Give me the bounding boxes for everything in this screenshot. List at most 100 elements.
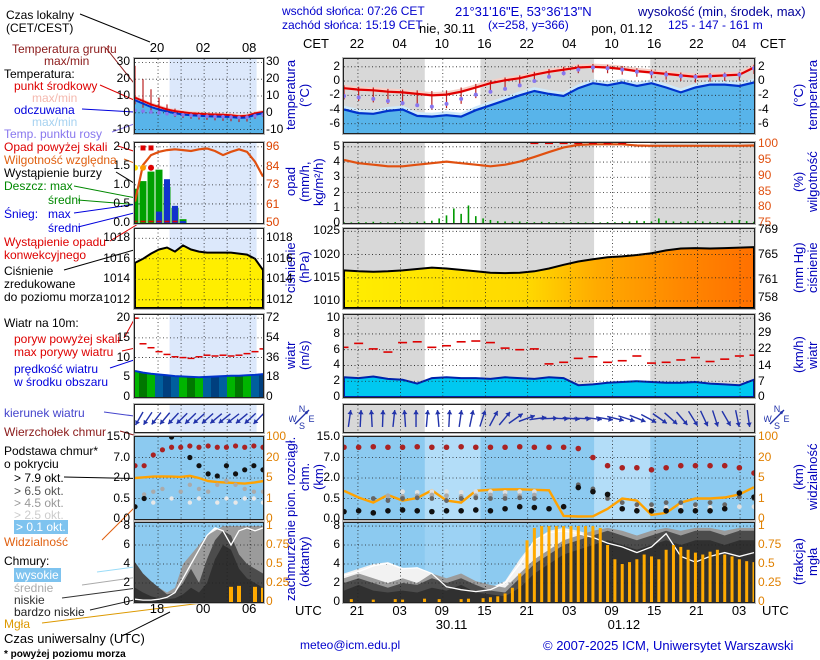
sidebar-label-cet-cest: (CET/CEST) [6,21,74,35]
axis-tick-m7: 0.25 [266,575,290,589]
sidebar-label-snieg: Śnieg: [4,207,39,221]
axis-tick-p2: 1 [333,199,340,214]
panel-temperature-main [343,58,755,134]
axis-tick-m3: 1012 [103,291,130,306]
axis-tick-m2: 0.0 [113,215,130,229]
time-tick: 21 [349,603,365,618]
svg-text:W: W [764,414,772,424]
axis-tick-m6: 2.0 [113,470,130,484]
axis-title-p7: (frakcja) mgła [791,538,820,585]
time-tick: 21 [519,603,534,618]
axis-tick-p1: 2 [333,58,340,73]
axis-tick-p4: 14 [758,358,772,373]
axis-tick-p3: 1015 [313,269,340,284]
axis-tick-p6: 5 [758,470,765,484]
axis-tick-m2: 96 [266,138,280,153]
axis-tick-p4: 2 [333,373,340,388]
axis-tick-p3: 758 [758,290,779,305]
sidebar-label-okt79: > 7.9 okt. [14,471,64,485]
sidebar-label-cisnienie2: zredukowane [4,277,76,291]
axis-tick-p4: 7 [758,373,765,388]
sunrise-text: wschód słońca: 07:26 CET [282,4,425,18]
sidebar-label-temperatura: Temperatura: [4,67,75,81]
axis-tick-m7: 0.75 [266,537,290,552]
sidebar-label-chmury: Chmury: [4,554,50,568]
axis-tick-p1: 2 [758,58,765,73]
axis-tick-m6: 20 [266,449,280,464]
sidebar-label-niskie: niskie [14,593,45,607]
time-tick: 04 [731,36,747,51]
time-tick: 15 [646,603,662,618]
axis-tick-p2: 3 [333,169,340,184]
axis-tick-p4: 10 [326,310,340,325]
sidebar-label-odczuwana: odczuwana [14,103,75,117]
sidebar-label-wilgotnosc: Wilgotność względna [4,153,117,167]
svg-text:W: W [289,414,297,424]
axis-tick-m7: 8 [123,518,130,533]
sidebar-label-podstawa: Podstawa chmur* [4,444,99,458]
time-tick: 08 [241,40,257,55]
axis-tick-p6: 20 [758,449,772,464]
axis-tick-m4: 0 [266,389,273,403]
axis-tick-p6: 0.5 [323,490,340,505]
axis-tick-p4: 36 [758,310,772,325]
time-tick: 22 [349,36,365,51]
panel-pressure-main [343,228,755,309]
axis-tick-m2: 84 [266,158,280,173]
svg-text:E: E [783,414,789,424]
axis-tick-m4: 18 [266,369,280,384]
sidebar-label-srednie: średnie [14,581,54,595]
axis-tick-m1: 20 [116,71,130,86]
time-tick: 03 [392,603,407,618]
axis-title-p1: (°C) temperatura [791,59,820,131]
axis-tick-p1: 0 [333,73,340,88]
panel-wind-main [343,314,755,398]
sidebar-label-srodek-obszaru: w środku obszaru [14,375,109,389]
panel-precip-humidity-main [343,142,755,224]
axis-tick-m6: 100 [266,429,287,443]
sidebar-label-cisnienie3: do poziomu morza [4,290,103,304]
grid-point-text: (x=258, y=366) [488,18,569,32]
axis-tick-m7: 1 [266,518,273,533]
axis-tick-m4: 10 [116,349,130,364]
axis-tick-p4: 8 [333,325,340,340]
sidebar-label-burza: Wystąpienie burzy [4,166,102,180]
time-tick: 15 [477,603,492,618]
contact-email-link[interactable]: meteo@icm.edu.pl [300,638,401,652]
sidebar-label-okt45: > 4.5 okt. [14,496,64,510]
axis-tick-m4: 36 [266,349,280,364]
time-tick: 10 [604,36,619,51]
time-tick: 16 [477,36,492,51]
sidebar-label-konwekcyjnego: konwekcyjnego [4,248,87,262]
panel-cloud-cover-mini [134,522,264,603]
time-tick: 09 [604,603,619,618]
axis-tick-p2: 95 [758,152,772,166]
time-tick: 04 [562,36,577,51]
axis-tick-m4: 20 [116,310,130,325]
axis-tick-p7: 0 [758,594,765,608]
sidebar-label-snieg-sredni: średni [48,221,81,235]
axis-tick-p7: 0.25 [758,575,782,589]
axis-tick-p2: 4 [333,154,340,169]
axis-tick-p4: 0 [333,389,340,403]
axis-tick-p4: 4 [333,357,340,372]
axis-tick-m2: 61 [266,196,280,211]
axis-tick-p2: 2 [333,184,340,199]
axis-tick-m3: 1016 [266,250,293,265]
axis-tick-m4: 15 [116,329,130,344]
axis-tick-m1: 30 [266,54,280,69]
time-tick: 03 [731,603,747,618]
date-label: nie, 30.11 [419,21,476,36]
sidebar-label-temp-gruntu-maxmin: max/min [44,54,90,68]
axis-tick-m6: 0.5 [113,490,130,505]
axis-tick-m3: 1012 [266,291,293,306]
sidebar-label-pokrycie: o pokryciu [4,457,59,471]
axis-tick-p3: 761 [758,271,779,286]
svg-text:S: S [299,421,305,430]
axis-tick-p2: 5 [333,138,340,153]
axis-tick-p6: 2.0 [323,470,340,484]
axis-tick-m1: 10 [266,88,280,102]
